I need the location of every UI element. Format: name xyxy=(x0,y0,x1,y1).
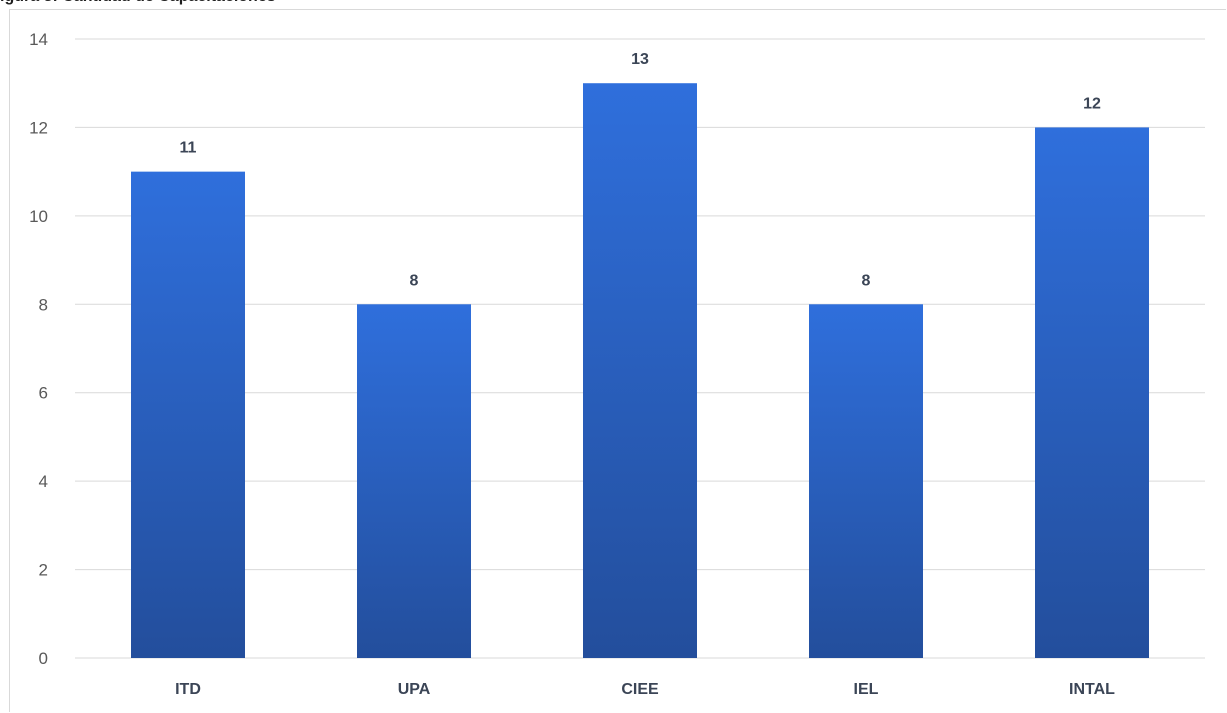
data-label-upa: 8 xyxy=(410,272,419,289)
y-tick-label: 12 xyxy=(29,118,48,137)
y-tick-label: 8 xyxy=(39,295,48,314)
bar-intal xyxy=(1035,127,1149,658)
y-axis-ticks: 0 2 4 6 8 10 12 14 xyxy=(29,30,48,668)
x-category-label-ciee: CIEE xyxy=(621,681,659,698)
bar-iel xyxy=(809,304,923,658)
data-label-itd: 11 xyxy=(180,140,197,157)
chart-frame xyxy=(9,9,1226,712)
bar-ciee xyxy=(583,83,697,658)
bars xyxy=(131,83,1149,658)
x-category-label-intal: INTAL xyxy=(1069,681,1115,698)
data-label-ciee: 13 xyxy=(631,51,649,68)
y-tick-label: 6 xyxy=(39,384,48,403)
x-category-label-upa: UPA xyxy=(398,681,431,698)
x-category-label-itd: ITD xyxy=(175,681,201,698)
bar-itd xyxy=(131,171,245,658)
y-tick-label: 10 xyxy=(29,207,48,226)
x-axis-categories: ITD UPA CIEE IEL INTAL xyxy=(175,681,1115,698)
y-tick-label: 2 xyxy=(39,561,48,580)
figure-caption: igura 3: Cantidad de Capacitaciones xyxy=(0,0,276,10)
y-tick-label: 14 xyxy=(29,30,48,49)
x-category-label-iel: IEL xyxy=(854,681,879,698)
data-label-intal: 12 xyxy=(1083,95,1101,112)
bar-upa xyxy=(357,304,471,658)
data-labels: 11 8 13 8 12 xyxy=(180,51,1101,289)
data-label-iel: 8 xyxy=(862,272,871,289)
y-tick-label: 4 xyxy=(39,472,48,491)
y-tick-label: 0 xyxy=(39,649,48,668)
